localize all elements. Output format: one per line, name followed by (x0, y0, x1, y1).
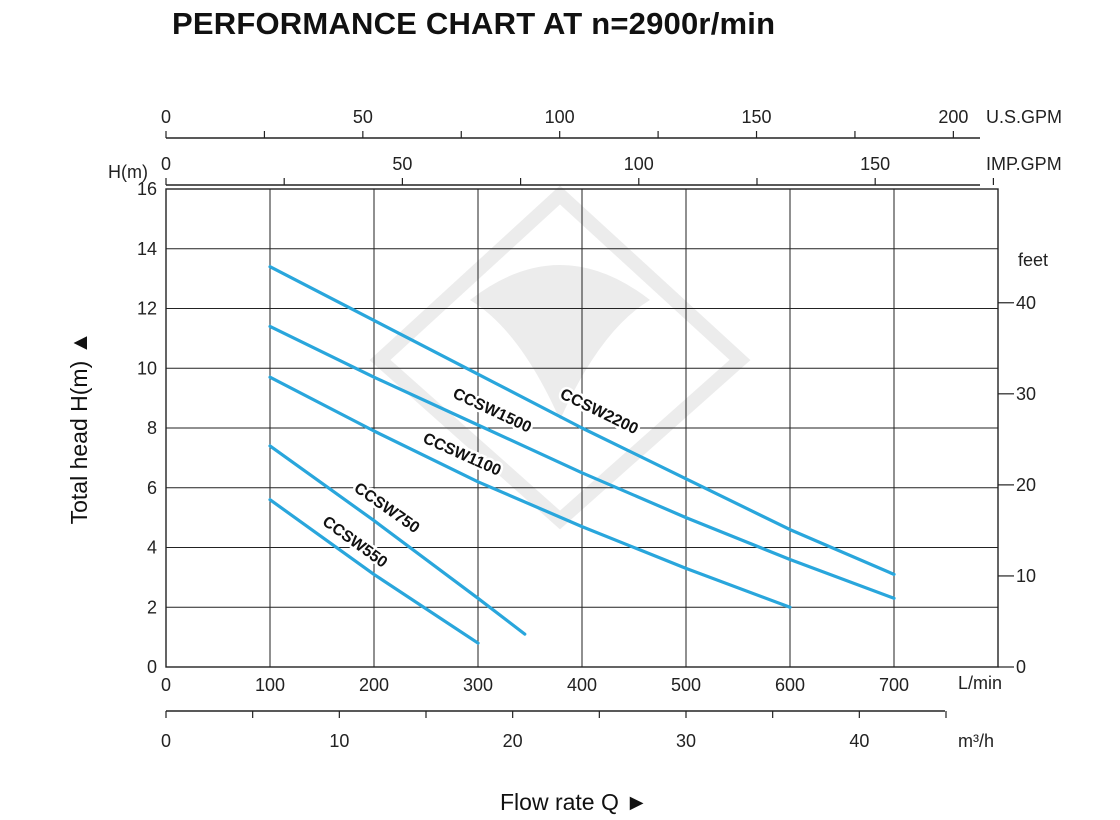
feet-tick-label: 40 (1016, 293, 1036, 313)
y-tick-label: 2 (147, 597, 157, 617)
grid-lines (165, 188, 999, 668)
series-label-ccsw2200: CCSW2200 (557, 386, 640, 438)
impgpm-tick-label: 150 (860, 154, 890, 174)
x-tick-label: 700 (879, 675, 909, 695)
usgpm-tick-label: 100 (545, 107, 575, 127)
curve-ccsw1100 (268, 375, 792, 609)
feet-tick-label: 0 (1016, 657, 1026, 677)
performance-curves (268, 265, 896, 645)
x-tick-label: 500 (671, 675, 701, 695)
feet-tick-label: 20 (1016, 475, 1036, 495)
m3h-tick-label: 40 (849, 731, 869, 751)
x-tick-label: 200 (359, 675, 389, 695)
feet-unit-label: feet (1018, 250, 1048, 270)
impgpm-tick-label: 50 (392, 154, 412, 174)
m3h-tick-label: 30 (676, 731, 696, 751)
usgpm-tick-label: 0 (161, 107, 171, 127)
y-tick-label: 12 (137, 299, 157, 319)
y-tick-label: 8 (147, 418, 157, 438)
y-tick-label: 10 (137, 358, 157, 378)
x-tick-label: 300 (463, 675, 493, 695)
m3h-unit-label: m³/h (958, 731, 994, 751)
y-tick-label: 0 (147, 657, 157, 677)
y-tick-label: 4 (147, 538, 157, 558)
watermark-diamond (369, 185, 751, 530)
impgpm-tick-label: 0 (161, 154, 171, 174)
usgpm-tick-label: 150 (742, 107, 772, 127)
y-axis-title: Total head H(m) ▲ (66, 332, 92, 525)
x-tick-label: 600 (775, 675, 805, 695)
x-axis-title: Flow rate Q ► (500, 789, 648, 815)
usgpm-tick-label: 200 (938, 107, 968, 127)
y-tick-label: 6 (147, 478, 157, 498)
chart-title: PERFORMANCE CHART AT n=2900r/min (172, 6, 776, 41)
watermark-logo (369, 185, 751, 530)
y-unit-label: H(m) (108, 162, 148, 182)
m3h-tick-label: 20 (503, 731, 523, 751)
x-unit-label: L/min (958, 673, 1002, 693)
watermark-emblem (470, 265, 650, 420)
impgpm-tick-label: 100 (624, 154, 654, 174)
feet-tick-label: 30 (1016, 384, 1036, 404)
x-tick-label: 0 (161, 675, 171, 695)
curve-ccsw750 (268, 444, 527, 636)
m3h-tick-label: 0 (161, 731, 171, 751)
curve-ccsw550 (268, 498, 480, 645)
impgpm-unit-label: IMP.GPM (986, 154, 1062, 174)
usgpm-unit-label: U.S.GPM (986, 107, 1062, 127)
m3h-tick-label: 10 (329, 731, 349, 751)
y-tick-label: 14 (137, 239, 157, 259)
curve-ccsw1500 (268, 324, 896, 600)
feet-tick-label: 10 (1016, 566, 1036, 586)
usgpm-tick-label: 50 (353, 107, 373, 127)
x-tick-label: 400 (567, 675, 597, 695)
x-tick-label: 100 (255, 675, 285, 695)
curve-ccsw2200 (268, 265, 896, 576)
y-tick-label: 16 (137, 179, 157, 199)
